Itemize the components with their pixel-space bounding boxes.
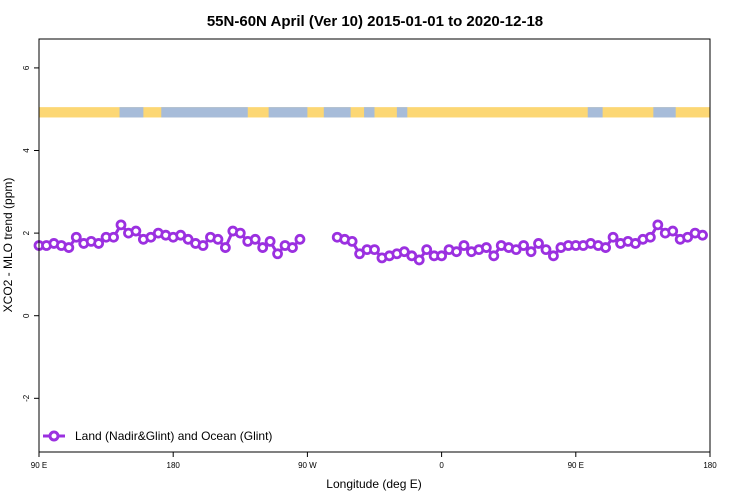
y-tick-label: 2	[22, 230, 31, 235]
ocean-segment	[396, 107, 408, 118]
ocean-segment	[323, 107, 351, 118]
data-point	[287, 242, 298, 253]
data-point	[451, 246, 462, 258]
ocean-segment	[268, 107, 308, 118]
y-tick-label: 0	[22, 313, 31, 318]
x-tick-label: 90 W	[298, 461, 317, 470]
data-point	[458, 240, 470, 251]
data-point	[525, 246, 537, 258]
data-point	[108, 231, 119, 243]
x-axis-label: Longitude (deg E)	[326, 477, 421, 491]
y-tick-label: -2	[22, 394, 31, 402]
data-point	[540, 244, 552, 256]
data-point	[369, 244, 380, 256]
data-point	[272, 248, 283, 260]
data-point	[644, 231, 656, 243]
data-point	[436, 250, 448, 262]
ocean-segment	[587, 107, 603, 118]
data-point	[421, 244, 433, 256]
ocean-segment	[653, 107, 676, 118]
chart-title: 55N-60N April (Ver 10) 2015-01-01 to 202…	[207, 13, 543, 30]
legend-label: Land (Nadir&Glint) and Ocean (Glint)	[75, 429, 272, 443]
data-point	[346, 235, 358, 247]
data-point	[600, 242, 612, 253]
data-point	[130, 225, 142, 237]
data-point	[63, 242, 75, 253]
data-point	[219, 242, 231, 253]
data-point	[264, 235, 276, 247]
data-point	[93, 238, 105, 249]
data-point	[212, 233, 224, 245]
data-point	[413, 254, 425, 266]
land-ocean-band	[39, 107, 710, 118]
data-point	[488, 250, 500, 262]
data-point	[234, 227, 246, 239]
data-point	[518, 240, 530, 251]
y-tick-label: 6	[22, 65, 31, 70]
data-point	[197, 240, 209, 251]
x-tick-label: 90 E	[31, 461, 47, 470]
ocean-segment	[364, 107, 375, 118]
x-tick-label: 180	[167, 461, 181, 470]
data-point	[70, 231, 82, 243]
legend: Land (Nadir&Glint) and Ocean (Glint)	[43, 429, 272, 443]
data-point	[607, 231, 619, 243]
y-axis-label: XCO2 - MLO trend (ppm)	[1, 178, 15, 313]
ocean-segment	[119, 107, 144, 118]
series-layer	[33, 219, 708, 266]
axes: 90 E 180 90 W 0 90 E 180 -2 0 2 4 6	[22, 65, 717, 470]
plot-frame	[38, 38, 711, 453]
data-point	[652, 219, 664, 231]
ocean-segment	[161, 107, 248, 118]
data-point	[533, 238, 544, 249]
legend-marker-swatch	[48, 430, 60, 442]
data-point	[480, 242, 492, 253]
data-point	[115, 219, 127, 231]
x-tick-label: 0	[439, 461, 444, 470]
data-point	[257, 242, 269, 253]
x-tick-label: 90 E	[568, 461, 584, 470]
data-point	[249, 233, 261, 245]
data-point	[548, 250, 559, 262]
data-point	[697, 229, 708, 241]
x-tick-label: 180	[703, 461, 717, 470]
data-point	[667, 225, 679, 237]
y-tick-label: 4	[22, 148, 31, 153]
data-point	[294, 233, 306, 245]
